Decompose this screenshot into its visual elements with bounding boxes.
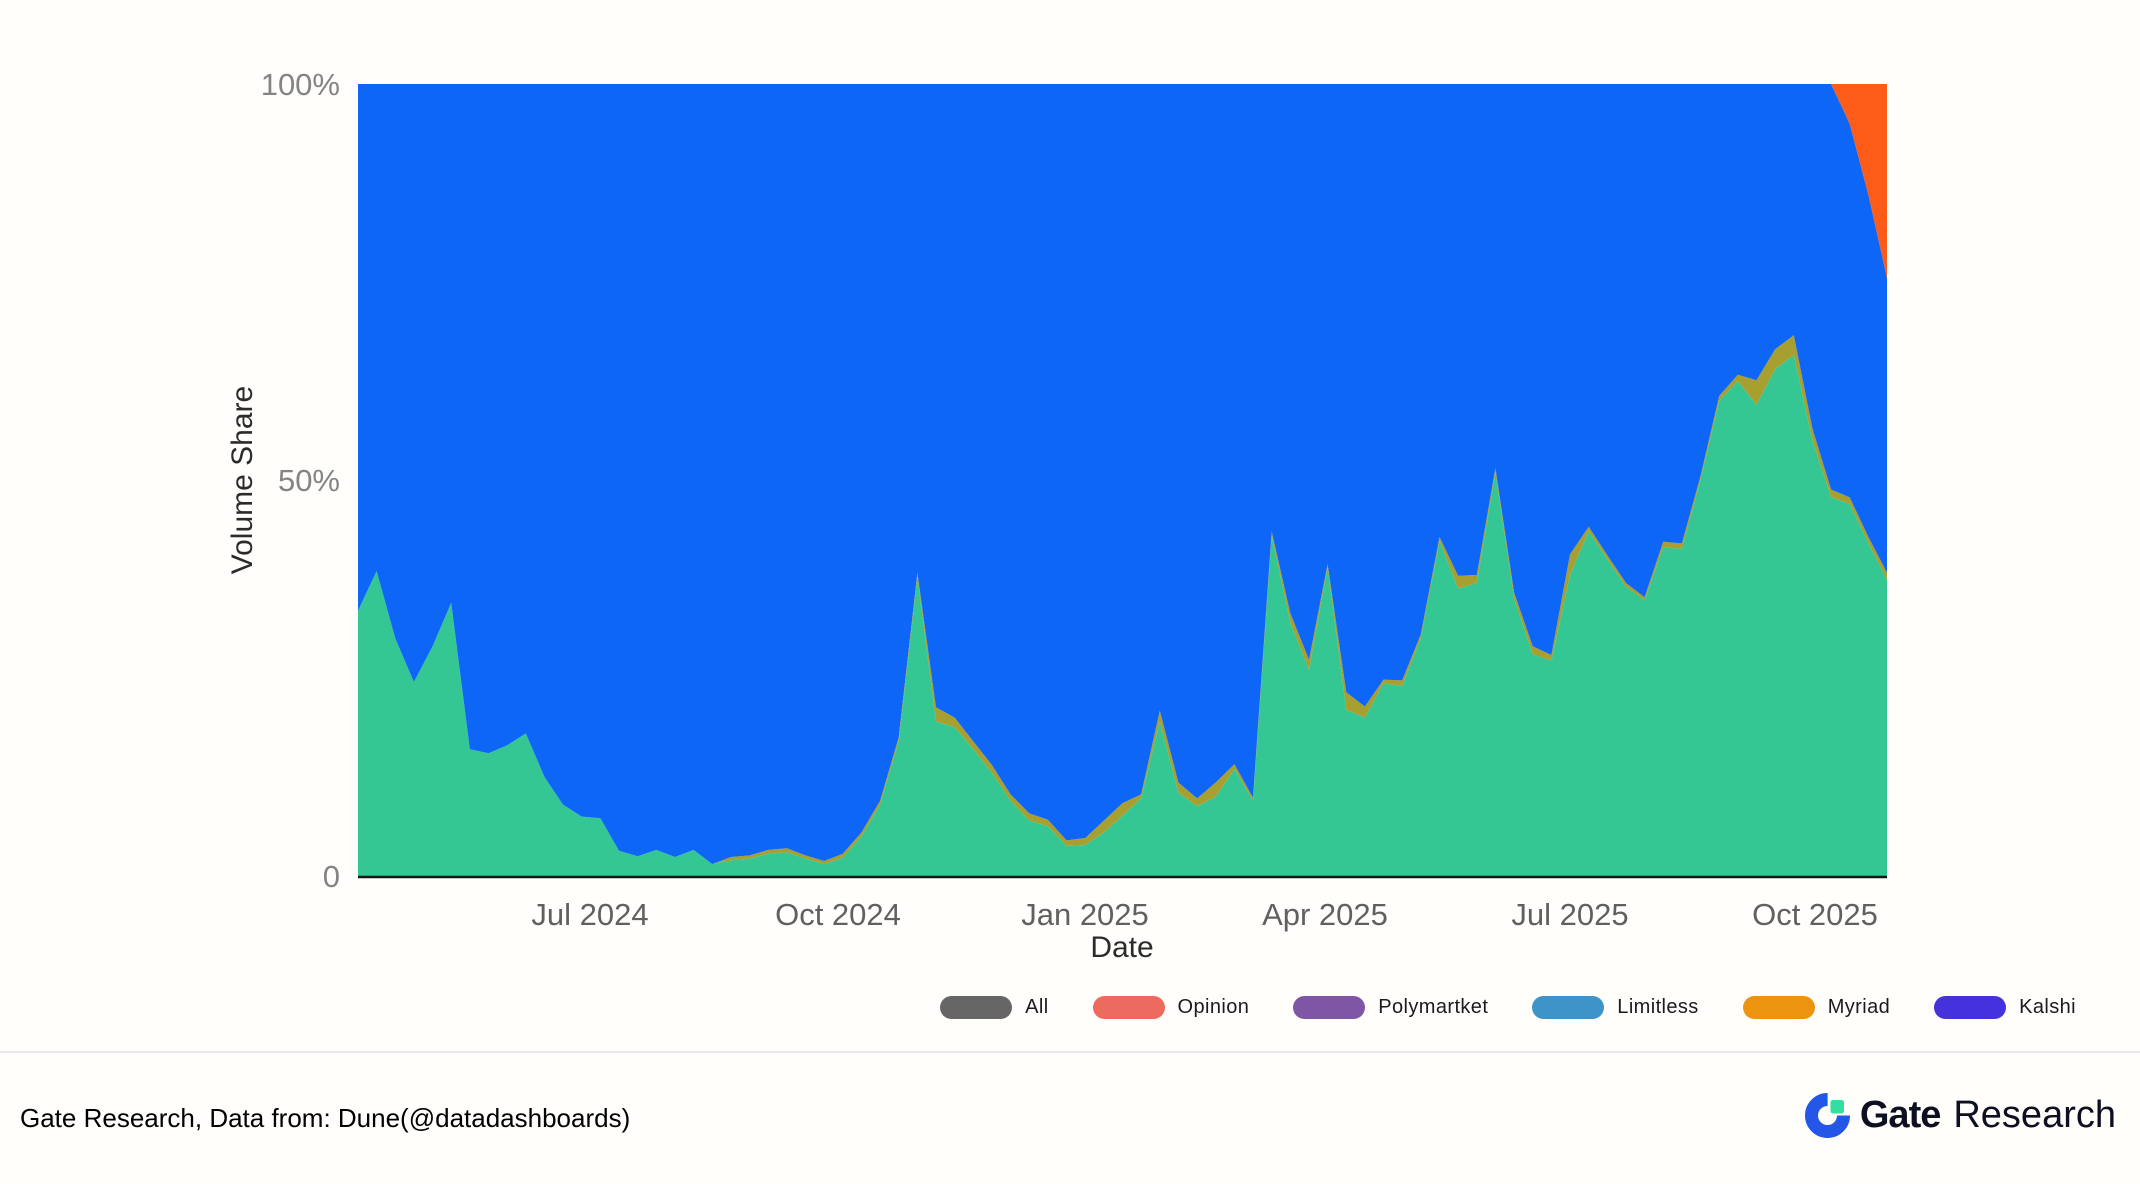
legend-swatch — [1934, 996, 2007, 1019]
legend-item-limitless[interactable]: Limitless — [1532, 996, 1698, 1019]
brand-name-regular: Research — [1953, 1094, 2116, 1136]
x-axis-title: Date — [1090, 931, 1153, 960]
gate-logo-icon — [1804, 1093, 1850, 1138]
y-axis-title: Volume Share — [226, 386, 259, 574]
legend-swatch — [1532, 996, 1605, 1019]
legend-swatch — [1092, 996, 1165, 1019]
areas-group — [358, 84, 1887, 876]
legend-swatch — [940, 996, 1013, 1019]
x-ticks: Jul 2024 Oct 2024 Jan 2025 Apr 2025 Jul 2025… — [531, 897, 1878, 932]
y-tick-label: 0 — [323, 859, 340, 894]
y-tick-label: 100% — [261, 67, 340, 102]
legend-item-kalshi[interactable]: Kalshi — [1934, 996, 2076, 1019]
x-tick-label: Jul 2024 — [531, 897, 648, 932]
brand-name-bold: Gate — [1859, 1094, 1941, 1136]
legend-item-myriad[interactable]: Myriad — [1742, 996, 1891, 1019]
x-tick-label: Oct 2024 — [775, 897, 901, 932]
area-kalshi — [358, 354, 1887, 876]
legend-label: Kalshi — [2019, 996, 2076, 1018]
legend-label: All — [1025, 996, 1049, 1018]
y-ticks: 0 50% 100% — [261, 67, 340, 894]
x-tick-label: Apr 2025 — [1262, 897, 1388, 932]
x-tick-label: Jul 2025 — [1511, 897, 1628, 932]
legend-label: Limitless — [1617, 996, 1699, 1018]
legend-item-opinion[interactable]: Opinion — [1092, 996, 1250, 1019]
y-tick-label: 50% — [278, 463, 340, 498]
legend-item-all[interactable]: All — [940, 996, 1048, 1019]
source-attribution: Gate Research, Data from: Dune(@datadash… — [20, 1103, 631, 1133]
x-tick-label: Jan 2025 — [1021, 897, 1149, 932]
legend-label: Polymartket — [1378, 996, 1489, 1018]
area-polymarket — [358, 84, 1887, 865]
legend-label: Myriad — [1827, 996, 1891, 1018]
legend-item-polymartket[interactable]: Polymartket — [1293, 996, 1488, 1019]
legend-swatch — [1742, 996, 1815, 1019]
legend-swatch — [1293, 996, 1366, 1019]
volume-share-chart: 0 50% 100% Jul 2024 Oct 2024 Jan 2025 Apr 202… — [226, 67, 1887, 960]
footer-divider — [0, 1051, 2140, 1053]
chart-legend: All Opinion Polymartket Limitless Myriad Kals… — [940, 996, 2076, 1019]
x-tick-label: Oct 2025 — [1752, 897, 1878, 932]
legend-label: Opinion — [1177, 996, 1250, 1018]
gate-research-logo: Gate Research — [1804, 1092, 2116, 1139]
